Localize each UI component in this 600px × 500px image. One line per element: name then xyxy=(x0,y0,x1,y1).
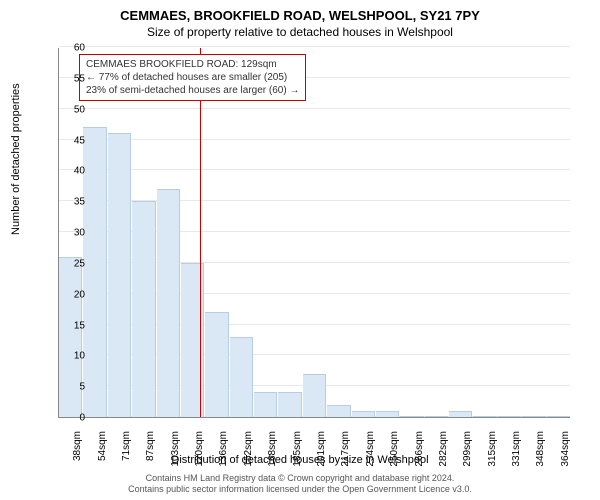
bar xyxy=(498,416,521,417)
bar xyxy=(230,337,253,417)
bar xyxy=(254,392,277,417)
footer-text: Contains HM Land Registry data © Crown c… xyxy=(0,473,600,496)
plot-area: CEMMAES BROOKFIELD ROAD: 129sqm← 77% of … xyxy=(58,48,570,418)
bar xyxy=(376,411,399,417)
bar xyxy=(352,411,375,417)
y-tick: 20 xyxy=(45,289,85,300)
bar xyxy=(83,127,106,417)
y-tick: 45 xyxy=(45,135,85,146)
chart-subtitle: Size of property relative to detached ho… xyxy=(0,23,600,39)
gridline xyxy=(59,108,570,109)
y-tick: 10 xyxy=(45,351,85,362)
bar xyxy=(157,189,180,417)
y-tick: 50 xyxy=(45,104,85,115)
bar xyxy=(108,133,131,417)
bar xyxy=(400,416,423,417)
x-axis-label: Distribution of detached houses by size … xyxy=(0,454,600,466)
chart-container: CEMMAES, BROOKFIELD ROAD, WELSHPOOL, SY2… xyxy=(0,0,600,500)
annotation-line1: CEMMAES BROOKFIELD ROAD: 129sqm xyxy=(86,58,299,71)
y-tick: 35 xyxy=(45,197,85,208)
y-tick: 60 xyxy=(45,43,85,54)
bar xyxy=(473,416,496,417)
y-tick: 15 xyxy=(45,320,85,331)
y-axis-label: Number of detached properties xyxy=(10,83,22,235)
bar xyxy=(278,392,301,417)
gridline xyxy=(59,169,570,170)
bar xyxy=(547,416,570,417)
bar xyxy=(132,201,155,417)
annotation-line3: 23% of semi-detached houses are larger (… xyxy=(86,84,299,97)
footer-line2: Contains public sector information licen… xyxy=(0,484,600,496)
bar xyxy=(522,416,545,417)
bar xyxy=(303,374,326,417)
gridline xyxy=(59,46,570,47)
y-tick: 25 xyxy=(45,258,85,269)
chart-title: CEMMAES, BROOKFIELD ROAD, WELSHPOOL, SY2… xyxy=(0,0,600,23)
y-tick: 40 xyxy=(45,166,85,177)
gridline xyxy=(59,139,570,140)
bar xyxy=(327,405,350,417)
annotation-line2: ← 77% of detached houses are smaller (20… xyxy=(86,71,299,84)
y-tick: 55 xyxy=(45,73,85,84)
marker-line xyxy=(200,48,201,417)
bar xyxy=(425,416,448,417)
bar xyxy=(59,257,82,417)
annotation-box: CEMMAES BROOKFIELD ROAD: 129sqm← 77% of … xyxy=(79,54,306,101)
y-tick: 5 xyxy=(45,382,85,393)
footer-line1: Contains HM Land Registry data © Crown c… xyxy=(0,473,600,485)
y-tick: 30 xyxy=(45,228,85,239)
y-tick: 0 xyxy=(45,413,85,424)
bar xyxy=(449,411,472,417)
bar xyxy=(205,312,228,417)
